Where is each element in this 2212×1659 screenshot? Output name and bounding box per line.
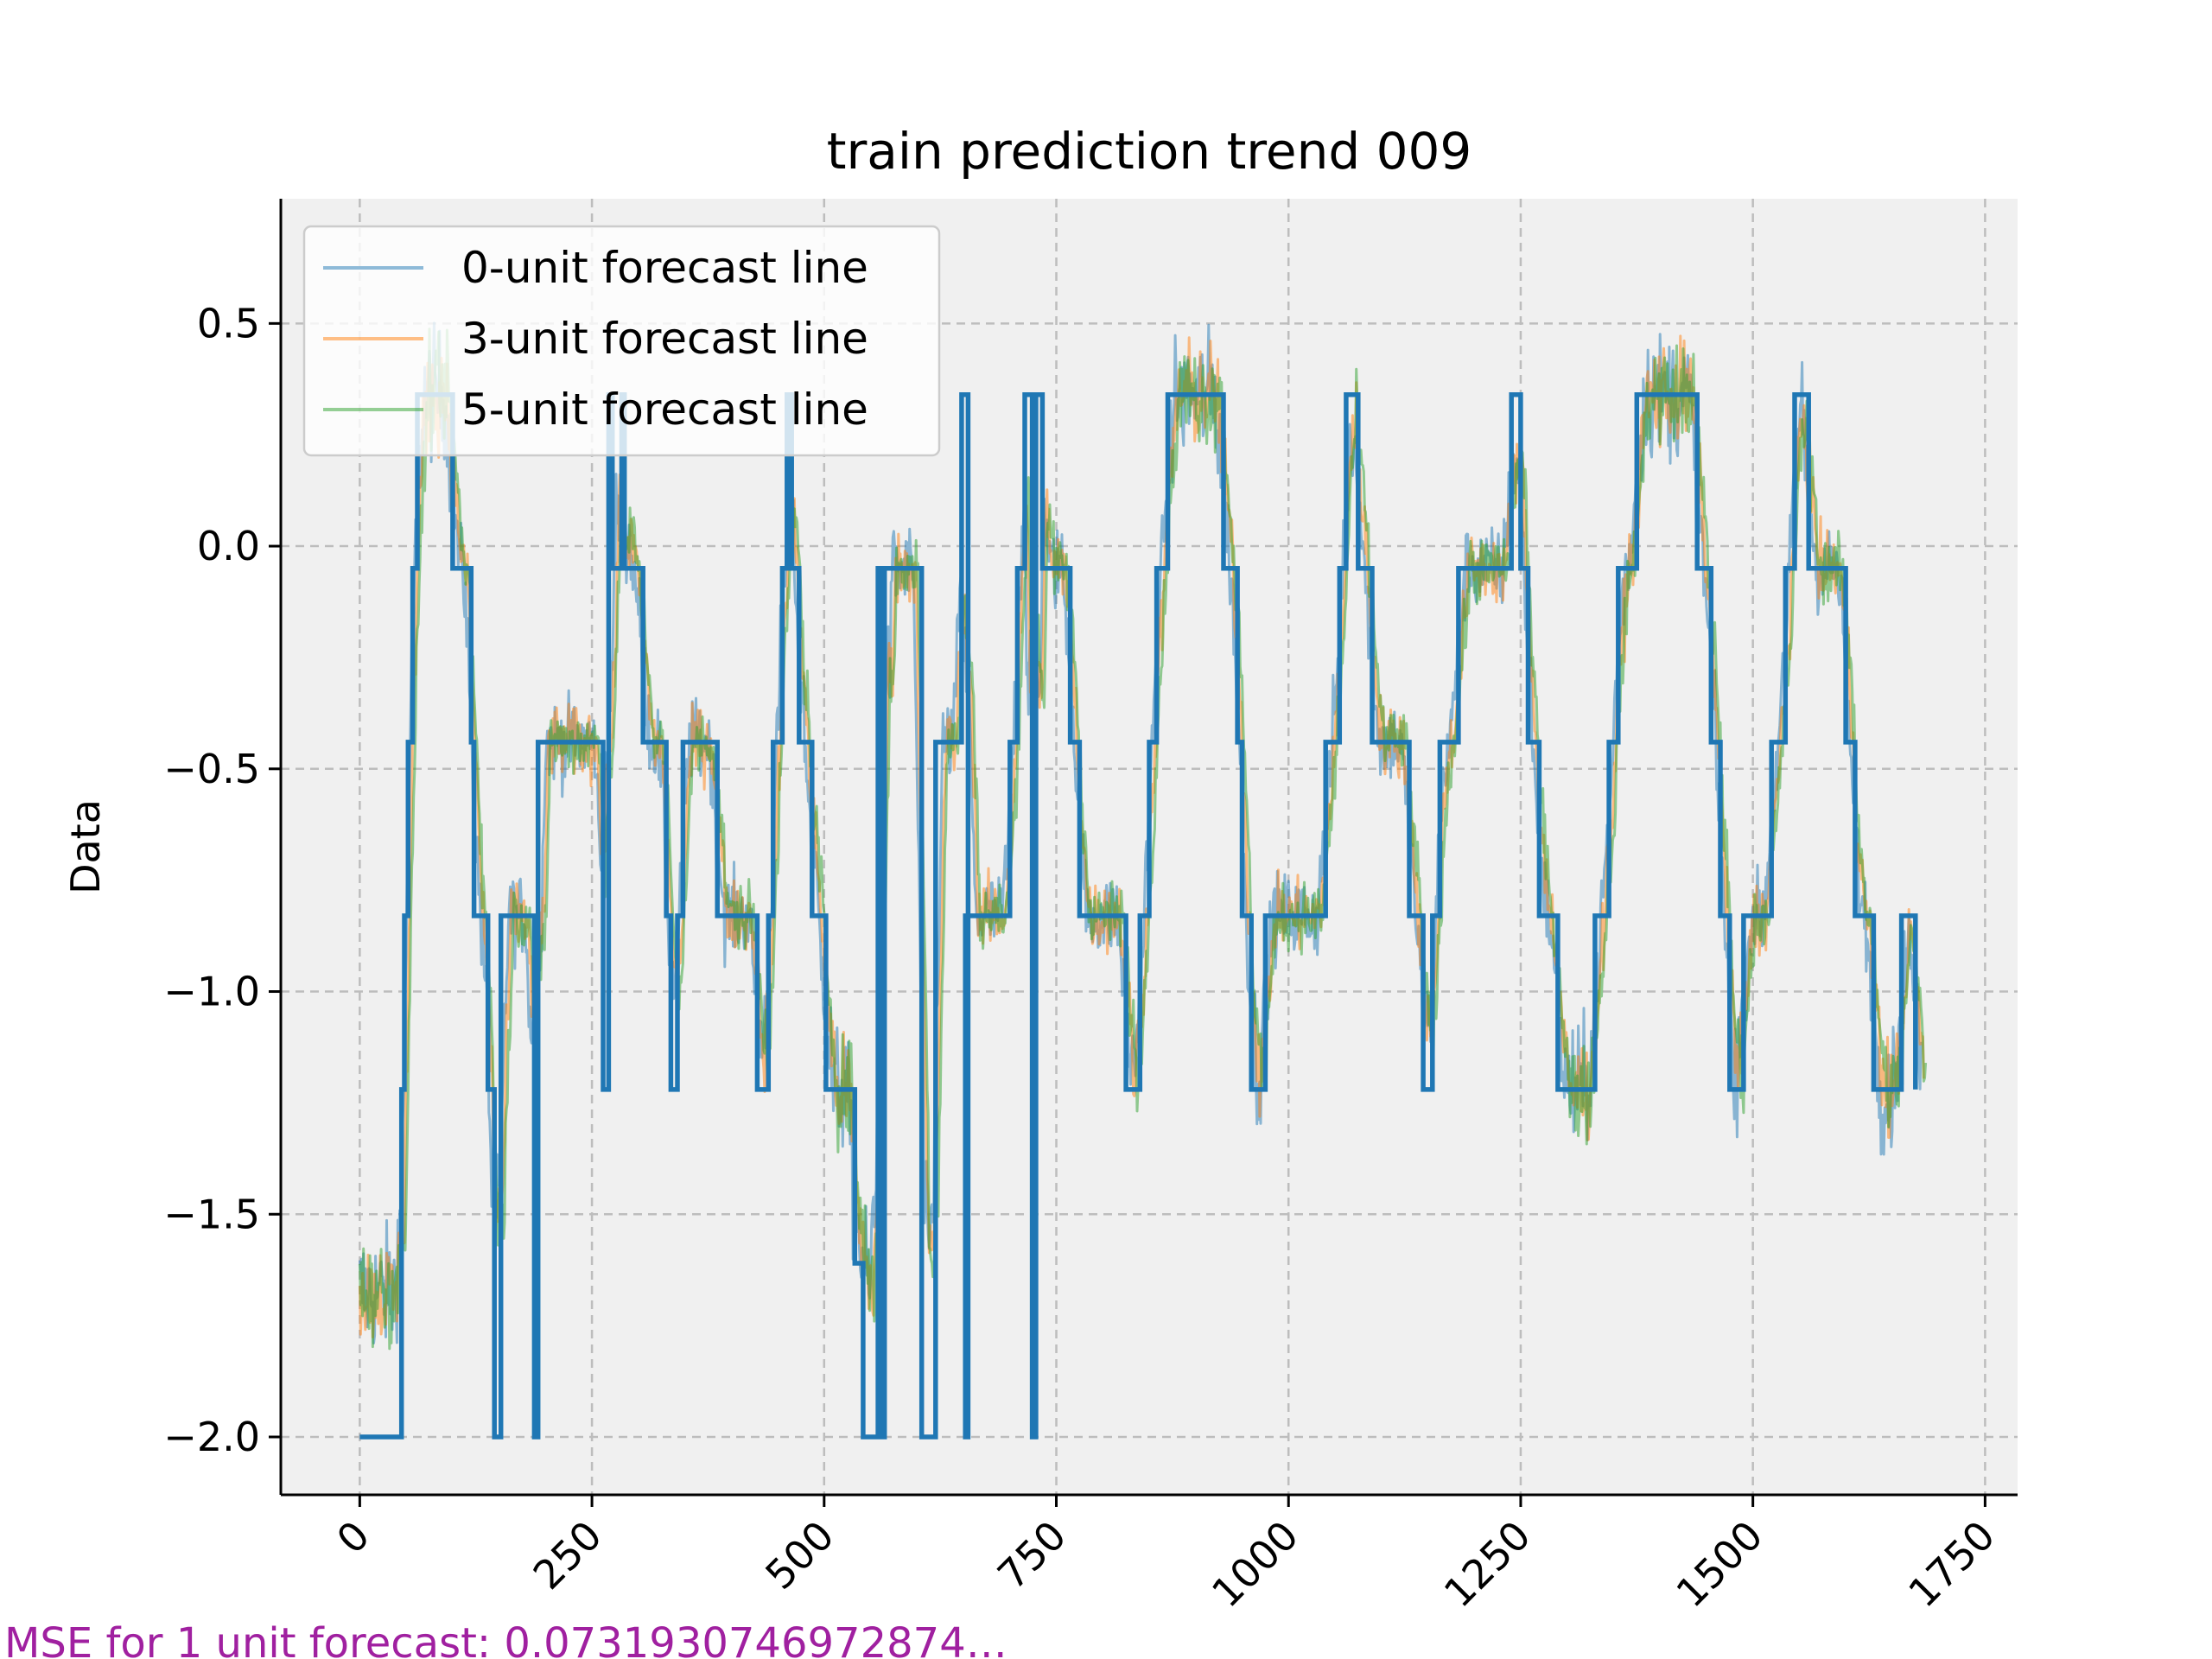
legend-label: 3-unit forecast line xyxy=(461,314,868,364)
data-series xyxy=(358,321,1928,1440)
legend: 0-unit forecast line 3-unit forecast line… xyxy=(302,225,941,457)
legend-box xyxy=(302,225,941,457)
y-tick-label: 0.0 xyxy=(197,523,260,569)
y-tick-label: 0.5 xyxy=(197,300,260,346)
y-tick-label: −2.0 xyxy=(163,1414,260,1460)
legend-label: 0-unit forecast line xyxy=(461,243,868,293)
y-axis-label: Data xyxy=(62,799,109,894)
y-tick-label: −1.0 xyxy=(163,969,260,1015)
legend-label: 5-unit forecast line xyxy=(461,385,868,435)
y-tick-label: −0.5 xyxy=(163,746,260,792)
axes xyxy=(269,199,2018,1507)
y-tick-label: −1.5 xyxy=(163,1191,260,1237)
chart-title: train prediction trend 009 xyxy=(827,122,1472,181)
mse-annotation: MSE for 1 unit forecast: 0.0731930746972… xyxy=(4,1619,1007,1659)
